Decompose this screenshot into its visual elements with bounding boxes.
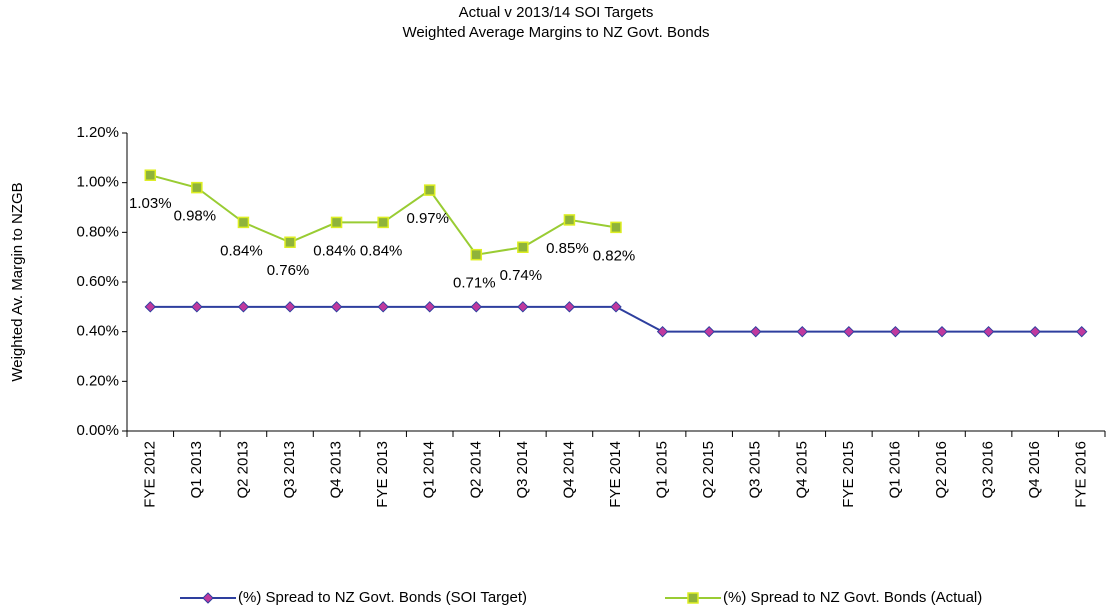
y-tick-label: 0.20% xyxy=(76,372,119,389)
point xyxy=(377,301,389,313)
point xyxy=(284,236,296,249)
y-tick-label: 0.00% xyxy=(76,422,119,439)
data-label: 0.71% xyxy=(453,275,496,292)
point xyxy=(330,216,343,229)
x-tick-label: Q1 2013 xyxy=(188,441,205,499)
legend-label: (%) Spread to NZ Govt. Bonds (Actual) xyxy=(723,589,982,606)
data-label: 0.84% xyxy=(360,242,403,259)
y-tick-label: 0.40% xyxy=(76,323,119,340)
data-label: 0.76% xyxy=(267,262,310,279)
point xyxy=(563,214,576,226)
point xyxy=(610,301,622,313)
point xyxy=(330,301,343,313)
point xyxy=(423,184,436,196)
x-tick-label: Q4 2013 xyxy=(328,441,345,499)
x-tick-label: FYE 2013 xyxy=(374,441,391,508)
x-tick-label: FYE 2015 xyxy=(840,441,857,508)
legend-label: (%) Spread to NZ Govt. Bonds (SOI Target… xyxy=(238,589,527,606)
y-tick-label: 1.00% xyxy=(76,174,119,191)
y-tick-label: 0.80% xyxy=(76,223,119,240)
x-tick-label: FYE 2012 xyxy=(141,441,158,508)
x-tick-label: Q3 2013 xyxy=(281,441,298,499)
data-label: 0.84% xyxy=(313,242,356,259)
x-tick-label: Q3 2014 xyxy=(514,441,531,499)
chart-subtitle: Weighted Average Margins to NZ Govt. Bon… xyxy=(402,24,709,41)
point xyxy=(377,216,389,229)
x-tick-label: FYE 2016 xyxy=(1073,441,1090,508)
x-tick-label: Q2 2013 xyxy=(234,441,251,499)
x-tick-label: Q2 2014 xyxy=(467,441,484,499)
data-label: 0.74% xyxy=(500,267,543,284)
x-tick-label: Q1 2014 xyxy=(421,441,438,499)
data-label: 0.97% xyxy=(406,210,449,227)
point xyxy=(563,301,576,313)
point xyxy=(237,301,250,313)
point xyxy=(796,325,808,338)
point xyxy=(470,301,482,313)
point xyxy=(843,325,855,338)
point xyxy=(656,325,669,338)
x-tick-label: Q1 2016 xyxy=(886,441,903,499)
data-label: 0.98% xyxy=(174,208,217,225)
point xyxy=(1076,325,1088,338)
point xyxy=(687,592,699,604)
point xyxy=(144,301,156,313)
x-tick-label: Q4 2016 xyxy=(1026,441,1043,499)
point xyxy=(191,301,203,313)
point xyxy=(424,301,436,313)
point xyxy=(936,325,948,338)
point xyxy=(237,216,250,229)
data-label: 0.84% xyxy=(220,242,263,259)
point xyxy=(191,181,203,194)
point xyxy=(750,325,762,338)
point xyxy=(982,325,995,338)
y-tick-label: 1.20% xyxy=(76,124,119,141)
x-tick-label: Q1 2015 xyxy=(654,441,671,499)
point xyxy=(517,241,529,253)
y-axis-label: Weighted Av. Margin to NZGB xyxy=(9,182,26,381)
chart-title: Actual v 2013/14 SOI Targets xyxy=(459,4,654,21)
x-tick-label: Q2 2016 xyxy=(933,441,950,499)
point xyxy=(1029,325,1041,338)
point xyxy=(610,221,622,234)
data-label: 0.85% xyxy=(546,240,589,257)
point xyxy=(144,169,157,181)
x-tick-label: Q4 2014 xyxy=(560,441,577,499)
point xyxy=(470,248,483,261)
data-label: 0.82% xyxy=(593,247,636,264)
point xyxy=(703,325,715,338)
x-tick-label: Q3 2016 xyxy=(980,441,997,499)
x-tick-label: FYE 2014 xyxy=(607,441,624,508)
x-tick-label: Q3 2015 xyxy=(747,441,764,499)
x-tick-label: Q2 2015 xyxy=(700,441,717,499)
data-label: 1.03% xyxy=(129,195,172,212)
x-tick-label: Q4 2015 xyxy=(793,441,810,499)
point xyxy=(517,301,529,313)
point xyxy=(284,301,296,313)
y-tick-label: 0.60% xyxy=(76,273,119,290)
point xyxy=(889,325,902,338)
point xyxy=(202,592,214,604)
